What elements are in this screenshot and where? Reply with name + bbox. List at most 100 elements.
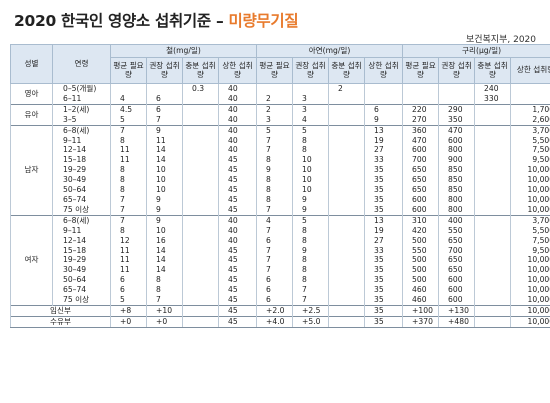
value-cell: 330 <box>474 93 512 105</box>
value-cell: 10,000 <box>510 165 550 176</box>
age-cell: 50–64 <box>52 185 111 195</box>
value-cell <box>182 165 219 176</box>
value-cell <box>182 245 219 256</box>
age-cell: 75 이상 <box>52 204 111 216</box>
value-cell: 9 <box>363 114 404 126</box>
title-dash: – <box>215 12 224 30</box>
value-cell: +5.0 <box>292 315 329 328</box>
value-cell <box>474 114 512 126</box>
value-cell: 10 <box>292 175 329 186</box>
value-cell: 700 <box>402 155 440 166</box>
value-cell <box>182 185 219 195</box>
value-cell <box>182 255 219 266</box>
value-cell <box>182 235 219 246</box>
value-cell: 220 <box>402 103 440 115</box>
value-cell: 10 <box>146 225 183 236</box>
header-sub: 평균 필요량 <box>256 57 293 84</box>
value-cell: 600 <box>438 275 476 286</box>
value-cell: 14 <box>146 145 183 156</box>
value-cell: 35 <box>363 194 404 205</box>
value-cell: 600 <box>438 295 476 306</box>
value-cell: 7 <box>110 204 147 216</box>
age-cell: 19–29 <box>52 165 111 176</box>
value-cell <box>328 265 365 276</box>
header-sub: 권장 섭취량 <box>146 57 183 84</box>
header-age: 연령 <box>52 44 111 84</box>
value-cell: 6 <box>256 275 293 286</box>
value-cell: 11 <box>110 245 147 256</box>
sex-cell: 남자 <box>10 124 53 216</box>
value-cell <box>182 194 219 205</box>
value-cell: 7 <box>256 135 293 146</box>
value-cell <box>328 103 365 115</box>
value-cell: 11 <box>110 255 147 266</box>
value-cell: 6 <box>110 285 147 296</box>
value-cell <box>328 93 365 105</box>
value-cell: 850 <box>438 165 476 176</box>
value-cell <box>328 295 365 306</box>
value-cell <box>182 175 219 186</box>
value-cell: 40 <box>218 82 257 94</box>
value-cell <box>182 304 219 317</box>
value-cell: 9 <box>146 214 183 226</box>
value-cell: 10 <box>146 165 183 176</box>
value-cell: 6 <box>256 295 293 306</box>
value-cell: 35 <box>363 204 404 216</box>
value-cell: 9 <box>256 165 293 176</box>
value-cell: 35 <box>363 175 404 186</box>
value-cell: +0 <box>110 315 147 328</box>
value-cell: 27 <box>363 235 404 246</box>
value-cell: 500 <box>402 265 440 276</box>
value-cell <box>474 235 512 246</box>
header-sub: 상한 섭취량 <box>510 57 550 84</box>
value-cell: 9 <box>146 194 183 205</box>
value-cell: 290 <box>438 103 476 115</box>
value-cell: 850 <box>438 175 476 186</box>
age-cell: 50–64 <box>52 275 111 286</box>
group-label-cell: 수유부 <box>10 315 111 328</box>
value-cell: 10 <box>292 185 329 195</box>
value-cell: 12 <box>110 235 147 246</box>
value-cell <box>402 93 440 105</box>
header-sub: 권장 섭취량 <box>438 57 476 84</box>
nutrient-intake-table: 성별 연령 철(mg/일) 아연(mg/일) 구리(μg/일) 평균 필요량 권장… <box>10 44 550 328</box>
title-main: 2020 한국인 영양소 섭취기준 <box>14 12 211 30</box>
value-cell <box>182 114 219 126</box>
value-cell: 850 <box>438 185 476 195</box>
value-cell: 3 <box>256 114 293 126</box>
value-cell <box>328 275 365 286</box>
value-cell: 460 <box>402 295 440 306</box>
value-cell: 3 <box>292 93 329 105</box>
value-cell: 650 <box>438 265 476 276</box>
value-cell: 420 <box>402 225 440 236</box>
value-cell: 45 <box>218 275 257 286</box>
value-cell: 7 <box>256 225 293 236</box>
value-cell: 5,500 <box>510 225 550 236</box>
value-cell: 7 <box>256 265 293 276</box>
value-cell <box>474 245 512 256</box>
value-cell <box>474 225 512 236</box>
value-cell <box>402 82 440 94</box>
value-cell: 45 <box>218 265 257 276</box>
value-cell <box>182 285 219 296</box>
value-cell: +370 <box>402 315 440 328</box>
value-cell: 800 <box>438 204 476 216</box>
age-cell: 6–8(세) <box>52 124 111 136</box>
value-cell: 40 <box>218 93 257 105</box>
value-cell <box>474 135 512 146</box>
value-cell: 6 <box>363 103 404 115</box>
value-cell <box>438 82 476 94</box>
value-cell: 0.3 <box>182 82 219 94</box>
value-cell <box>182 204 219 216</box>
header-sex: 성별 <box>10 44 53 84</box>
value-cell: 5 <box>110 295 147 306</box>
value-cell: 8 <box>110 175 147 186</box>
source-note: 보건복지부, 2020 <box>465 35 536 45</box>
value-cell: 27 <box>363 145 404 156</box>
value-cell <box>474 255 512 266</box>
value-cell: 5 <box>110 114 147 126</box>
value-cell <box>474 204 512 216</box>
value-cell: 8 <box>256 185 293 195</box>
